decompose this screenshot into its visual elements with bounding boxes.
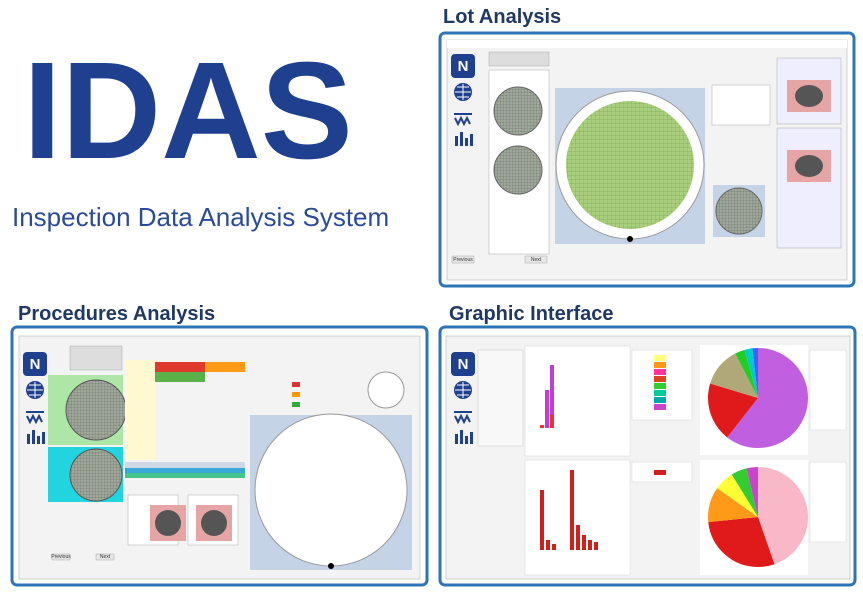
panel-heading: Procedures Analysis [18,303,215,325]
panel-heading: Lot Analysis [443,6,561,28]
button-label[interactable]: Next [531,257,542,263]
button-label[interactable]: Previous [51,554,71,560]
lot-window: Previous Next [446,39,848,281]
procedures-window: Previous Next [18,335,421,580]
subtitle: Inspection Data Analysis System [12,202,389,232]
button-label[interactable]: Previous [453,257,473,263]
graphic-window [445,335,851,580]
button-label[interactable]: Next [100,554,111,560]
title: IDAS [23,34,353,188]
panel-heading: Graphic Interface [449,303,614,325]
